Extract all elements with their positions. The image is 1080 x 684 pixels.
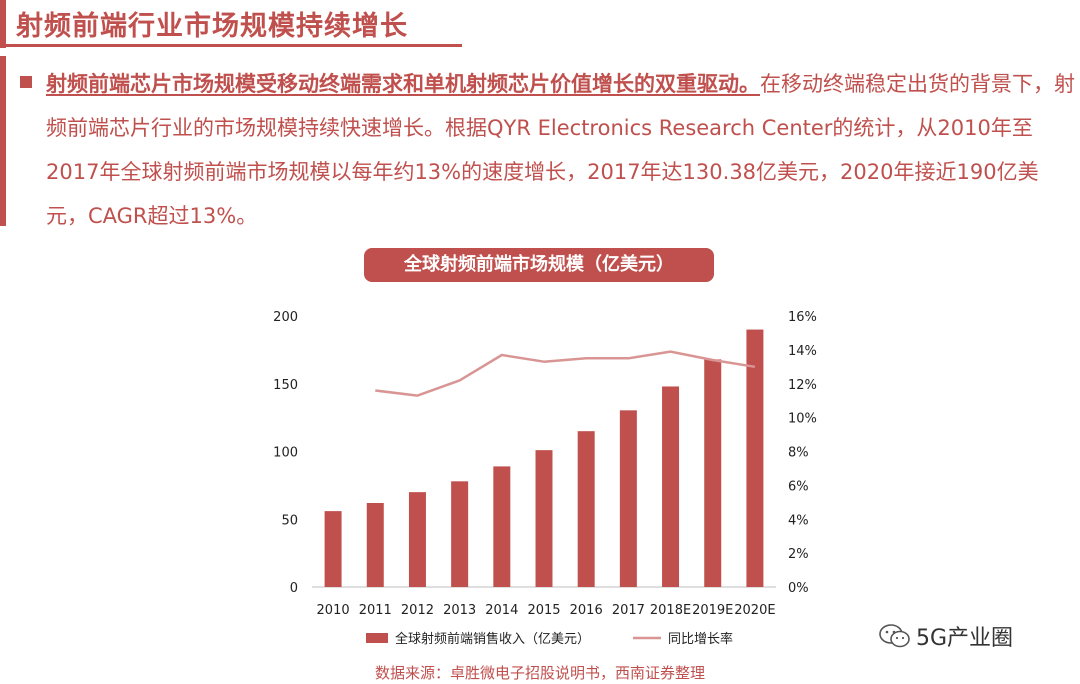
x-tick-label: 2014 [485, 603, 518, 618]
legend-line-label: 同比增长率 [668, 631, 733, 647]
legend-bar-swatch [366, 633, 388, 643]
watermark: 5G产业圈 [878, 620, 1013, 655]
side-accent-bar [0, 56, 6, 226]
bullet-square-icon [20, 76, 32, 88]
y-right-tick-label: 16% [788, 310, 817, 325]
page-title: 射频前端行业市场规模持续增长 [16, 11, 408, 42]
bar [746, 329, 764, 587]
title-underline [6, 44, 462, 47]
y-right-tick-label: 0% [788, 581, 809, 596]
y-right-tick-label: 14% [788, 344, 817, 359]
bar [535, 450, 553, 587]
y-left-tick-label: 50 [281, 513, 298, 528]
x-tick-label: 2018E [650, 603, 691, 618]
summary-paragraph: 射频前端芯片市场规模受移动终端需求和单机射频芯片价值增长的双重驱动。在移动终端稳… [46, 62, 1076, 238]
watermark-text: 5G产业圈 [916, 626, 1014, 651]
bar [493, 466, 511, 587]
growth-rate-line [375, 350, 756, 397]
bar [324, 511, 342, 587]
bar [662, 386, 680, 587]
paragraph-body: 在移动终端稳定出货的背景下，射频前端芯片行业的市场规模持续快速增长。根据QYR … [46, 72, 1075, 228]
bar [408, 492, 426, 587]
y-right-tick-label: 2% [788, 547, 809, 562]
legend-bar-label: 全球射频前端销售收入（亿美元） [395, 631, 590, 647]
x-tick-label: 2012 [401, 603, 434, 618]
x-tick-label: 2011 [359, 603, 392, 618]
x-tick-label: 2020E [734, 603, 775, 618]
chart-title: 全球射频前端市场规模（亿美元） [364, 248, 714, 282]
bar [577, 431, 595, 587]
y-left-tick-label: 0 [290, 581, 298, 596]
x-tick-label: 2010 [317, 603, 350, 618]
paragraph-lead: 射频前端芯片市场规模受移动终端需求和单机射频芯片价值增长的双重驱动。 [46, 72, 760, 96]
bar [704, 359, 722, 587]
y-right-tick-label: 6% [788, 479, 809, 494]
bar [366, 502, 384, 587]
x-tick-label: 2017 [612, 603, 645, 618]
y-right-tick-label: 10% [788, 412, 817, 427]
y-right-tick-label: 8% [788, 446, 809, 461]
y-left-tick-label: 200 [273, 310, 298, 325]
bar [619, 410, 637, 587]
y-right-tick-label: 12% [788, 378, 817, 393]
x-tick-label: 2013 [443, 603, 476, 618]
wechat-icon [878, 623, 912, 655]
x-tick-label: 2015 [527, 603, 560, 618]
y-left-tick-label: 100 [273, 446, 298, 461]
y-right-tick-label: 4% [788, 513, 809, 528]
source-note: 数据来源：卓胜微电子招股说明书，西南证券整理 [374, 664, 705, 682]
title-bar [0, 0, 470, 48]
bar [451, 481, 469, 587]
x-tick-label: 2016 [570, 603, 603, 618]
x-tick-label: 2019E [692, 603, 733, 618]
y-left-tick-label: 150 [273, 378, 298, 393]
